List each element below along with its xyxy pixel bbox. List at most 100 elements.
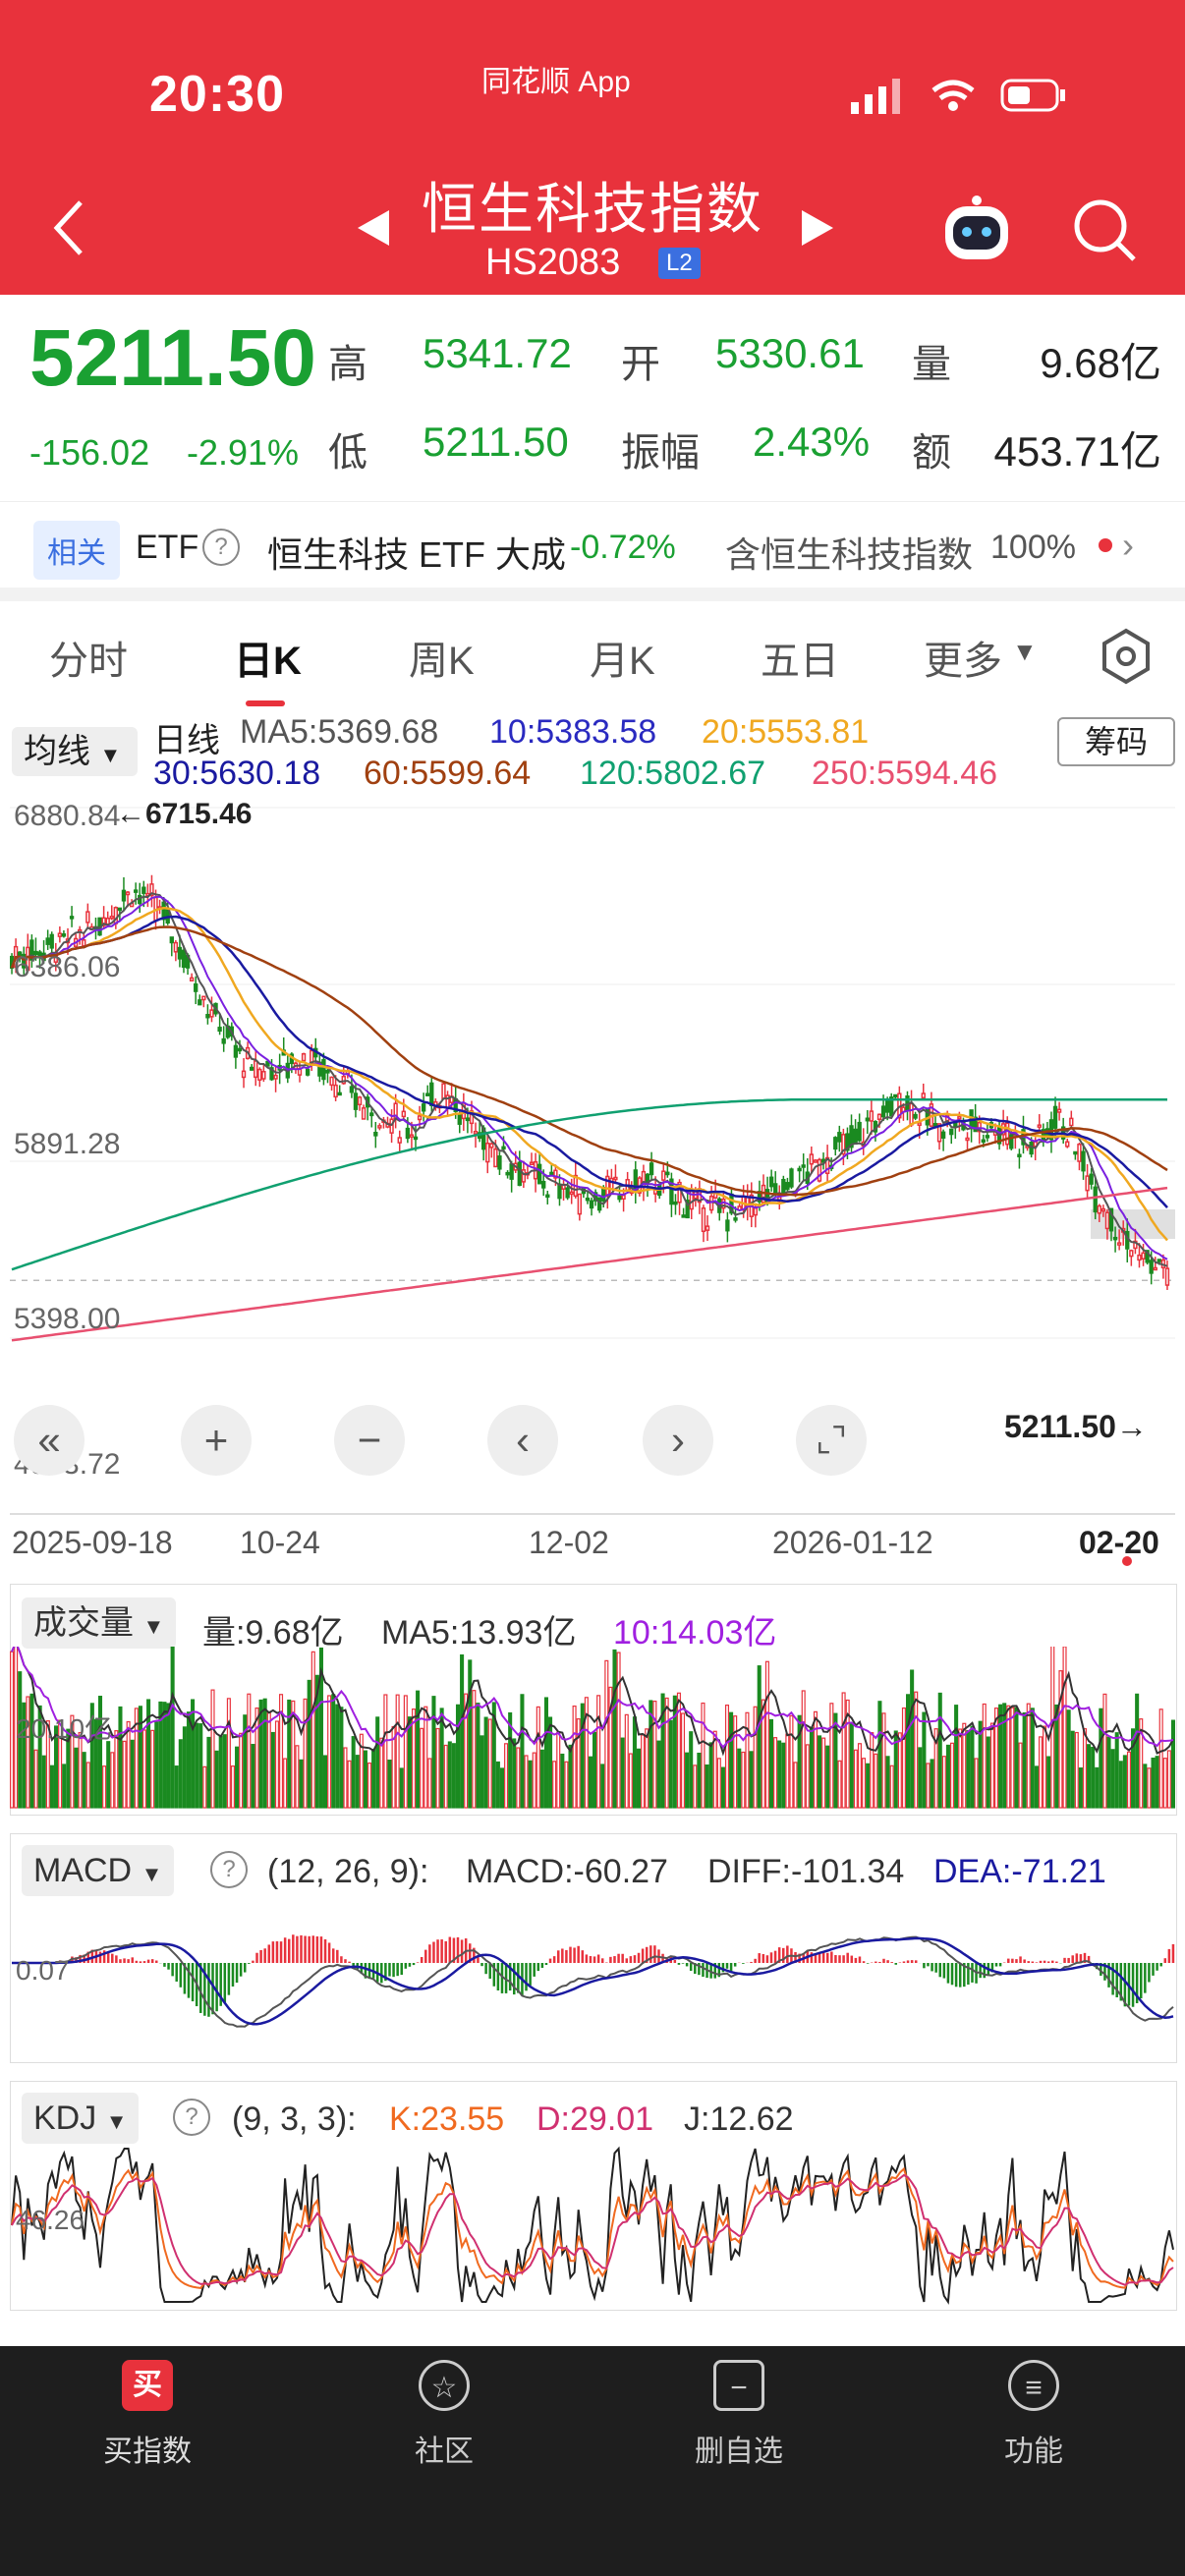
candle-down — [725, 1219, 730, 1232]
next-arrow-icon[interactable] — [798, 208, 837, 248]
volume-bar-down — [1034, 1765, 1039, 1809]
volume-bar-up — [693, 1764, 698, 1809]
macd-dropdown[interactable]: MACD ▼ — [22, 1845, 175, 1896]
volume-bar-up — [254, 1707, 259, 1809]
volume-bar-down — [1151, 1757, 1156, 1809]
volume-bar-up — [411, 1708, 417, 1809]
chevron-right-icon[interactable]: › — [1122, 525, 1134, 565]
volume-bar-down — [416, 1690, 421, 1809]
buy-icon: 买 — [122, 2360, 173, 2411]
volume-bar-down — [520, 1694, 525, 1809]
candle-up — [333, 1084, 338, 1098]
kdj-chart — [11, 2146, 1174, 2305]
rewind-button[interactable]: « — [14, 1405, 85, 1476]
chip-distribution-button[interactable]: 筹码 — [1057, 717, 1175, 766]
nav-community[interactable]: 社区 — [415, 2436, 474, 2468]
candle-up — [1085, 1175, 1090, 1192]
volume-bar-up — [616, 1652, 621, 1809]
volume-bar-down — [833, 1712, 838, 1809]
holding-pct: 100% — [990, 529, 1076, 566]
volume-bar-down — [906, 1694, 911, 1809]
candle-up — [357, 1096, 363, 1106]
prev-arrow-icon[interactable] — [354, 208, 393, 248]
red-dot-icon — [1099, 538, 1112, 552]
amount-label: 额 — [912, 431, 951, 475]
volume-bar-down — [335, 1704, 340, 1809]
volume-bar-up — [881, 1712, 886, 1809]
candle-down — [585, 1197, 591, 1202]
volume-bar-up — [359, 1733, 364, 1809]
back-icon[interactable] — [49, 196, 88, 259]
candle-down — [369, 1112, 374, 1117]
candle-up — [977, 1121, 982, 1133]
volume-bar-up — [933, 1728, 938, 1809]
candle-down — [429, 1082, 434, 1106]
candle-up — [1056, 1108, 1062, 1113]
candle-down — [849, 1125, 854, 1148]
kdj-dropdown[interactable]: KDJ ▼ — [22, 2093, 140, 2144]
fullscreen-button[interactable]: ⌞⌝ — [796, 1405, 867, 1476]
kdj-params: (9, 3, 3): — [232, 2100, 357, 2138]
tab-more[interactable]: 更多 — [924, 640, 1002, 683]
nav-buy-index[interactable]: 买指数 — [103, 2436, 192, 2468]
volume-bar-down — [491, 1702, 496, 1809]
volume-dropdown[interactable]: 成交量 ▼ — [22, 1597, 177, 1649]
zoom-in-button[interactable]: + — [181, 1405, 252, 1476]
candle-down — [932, 1123, 938, 1127]
candle-down — [589, 1200, 594, 1209]
macd-help-icon[interactable]: ? — [210, 1851, 248, 1888]
candle-down — [217, 1027, 222, 1033]
volume-bar-down — [186, 1711, 192, 1809]
candlestick-chart[interactable] — [10, 792, 1175, 1499]
move-right-button[interactable]: › — [643, 1405, 713, 1476]
ma-period: 日线 — [153, 722, 220, 759]
candle-down — [545, 1194, 550, 1199]
volume-bar-down — [287, 1699, 292, 1809]
settings-hexagon-icon[interactable] — [1097, 627, 1156, 686]
candle-down — [733, 1217, 738, 1221]
kdj-panel — [10, 2081, 1177, 2311]
candle-down — [673, 1201, 678, 1205]
candle-up — [529, 1161, 535, 1166]
d-line — [11, 2173, 1174, 2286]
volume-bar-down — [797, 1714, 802, 1809]
related-row[interactable] — [0, 501, 1185, 590]
candle-down — [161, 901, 166, 921]
volume-bar-up — [226, 1698, 231, 1809]
candle-down — [505, 1171, 510, 1176]
high-label: 高 — [328, 343, 367, 386]
candle-up — [361, 1107, 367, 1120]
robot-icon[interactable] — [939, 193, 1014, 267]
etf-help-icon[interactable]: ? — [202, 529, 240, 566]
ma120-line — [11, 1097, 1167, 1271]
candle-up — [341, 1075, 346, 1085]
volume-bar-up — [745, 1711, 750, 1809]
k-value: K:23.55 — [389, 2100, 505, 2138]
volume-chart — [10, 1647, 1175, 1809]
move-left-button[interactable]: ‹ — [487, 1405, 558, 1476]
nav-remove-watchlist[interactable]: 删自选 — [695, 2436, 783, 2468]
search-icon[interactable] — [1071, 196, 1140, 265]
volume-bar-up — [1010, 1707, 1015, 1809]
volume-bar-up — [837, 1760, 842, 1809]
volume-bar-down — [251, 1744, 255, 1809]
volume-bar-down — [1135, 1693, 1140, 1809]
low-label: 低 — [328, 431, 367, 475]
tab-weekly-k[interactable]: 周K — [409, 640, 475, 683]
kdj-help-icon[interactable]: ? — [173, 2099, 210, 2136]
ma120-value: 120:5802.67 — [580, 755, 766, 792]
volume-bar-down — [945, 1744, 950, 1809]
zoom-out-button[interactable]: − — [334, 1405, 405, 1476]
ma-dropdown[interactable]: 均线 ▼ — [12, 727, 138, 776]
candle-up — [869, 1110, 875, 1122]
volume-bar-up — [764, 1660, 769, 1809]
volume-bar-up — [122, 1740, 127, 1809]
fund-name[interactable]: 恒生科技 ETF 大成 — [267, 534, 566, 575]
tab-five-day[interactable]: 五日 — [761, 640, 839, 683]
tab-daily-k[interactable]: 日K — [234, 640, 302, 683]
volume-bar-up — [821, 1737, 826, 1809]
tab-monthly-k[interactable]: 月K — [590, 640, 655, 683]
tab-intraday[interactable]: 分时 — [49, 640, 128, 683]
j-line — [11, 2146, 1174, 2305]
nav-functions[interactable]: 功能 — [1004, 2436, 1063, 2468]
